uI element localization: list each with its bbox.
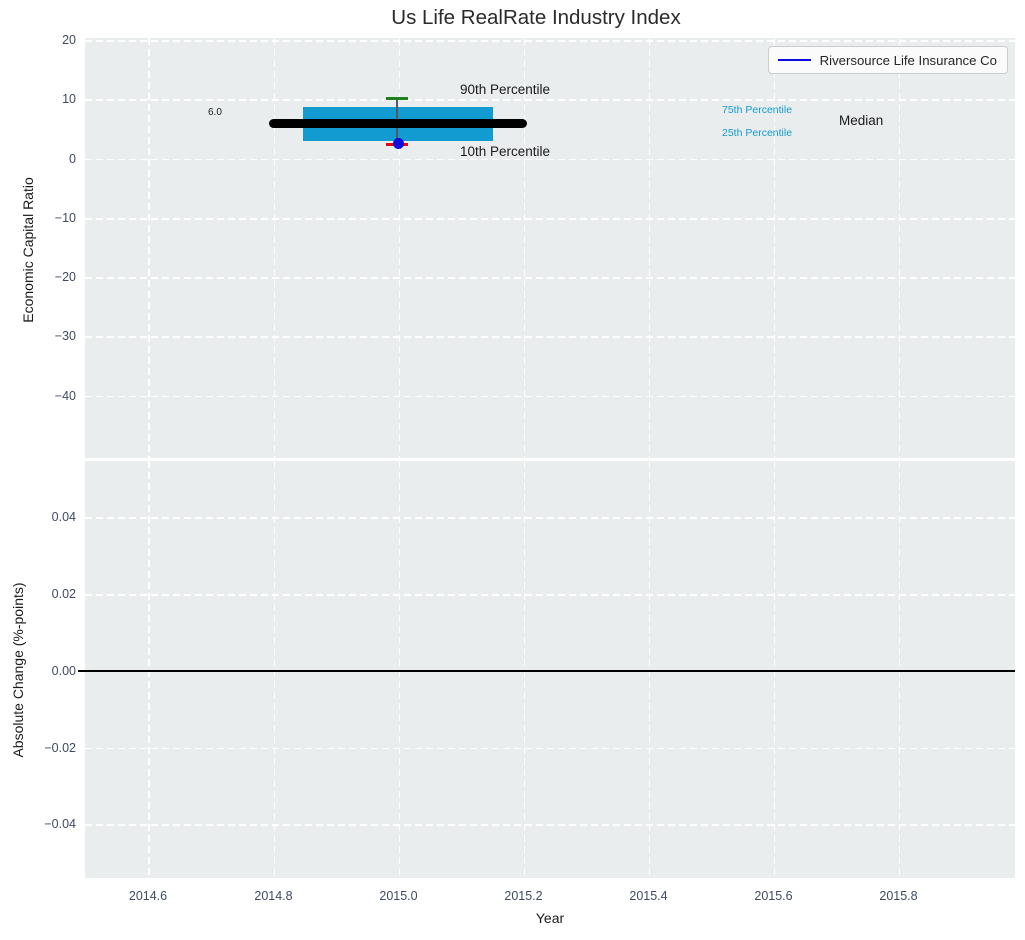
gridline-h — [85, 277, 1015, 279]
top-plot-area: 6.0 90th Percentile 10th Percentile 75th… — [85, 38, 1015, 458]
ytick: −30 — [54, 329, 76, 343]
median-value-label: 6.0 — [208, 107, 222, 118]
ytick: 10 — [62, 92, 76, 106]
legend-label: Riversource Life Insurance Co — [819, 52, 997, 68]
ytick: 0 — [69, 151, 76, 166]
gridline-v — [773, 38, 776, 458]
gridline-h — [85, 336, 1015, 338]
ytick: −20 — [54, 270, 76, 284]
gridline-h — [85, 517, 1015, 519]
gridline-h — [85, 158, 1015, 161]
p90-cap — [386, 96, 408, 100]
gridline-h — [85, 824, 1015, 826]
gridline-v — [898, 38, 901, 458]
gridline-h — [85, 594, 1015, 596]
ytick: −10 — [54, 211, 76, 225]
top-y-axis-label: Economic Capital Ratio — [20, 177, 36, 323]
ytick: −0.02 — [44, 740, 76, 755]
gridline-v — [398, 38, 401, 458]
p25-annotation: 25th Percentile — [722, 127, 793, 139]
ytick: 0.02 — [51, 587, 76, 601]
gridline-h — [85, 99, 1015, 101]
gridline-h — [85, 395, 1015, 398]
gridline-h — [85, 747, 1015, 750]
x-axis-label: Year — [535, 910, 565, 926]
gridline-v — [148, 38, 150, 458]
xtick: 2014.8 — [254, 889, 293, 903]
chart-title: Us Life RealRate Industry Index — [391, 6, 681, 29]
legend: Riversource Life Insurance Co — [767, 46, 1008, 74]
p10-annotation: 10th Percentile — [460, 144, 551, 159]
company-data-point — [392, 137, 404, 149]
p90-annotation: 90th Percentile — [460, 82, 551, 97]
zero-change-line — [85, 669, 1015, 672]
median-line — [269, 119, 527, 128]
xtick: 2014.6 — [128, 889, 168, 903]
gridline-h — [85, 218, 1015, 220]
legend-line-sample-icon — [777, 58, 811, 62]
xtick: 2015.8 — [879, 889, 918, 903]
xtick: 2015.2 — [504, 889, 543, 903]
p75-annotation: 75th Percentile — [722, 104, 793, 116]
ytick: 0.04 — [51, 510, 76, 524]
gridline-v — [273, 38, 276, 458]
bottom-plot-area — [85, 461, 1015, 878]
ytick: 0.00 — [51, 663, 76, 678]
gridline-v — [523, 38, 526, 458]
xtick: 2015.4 — [629, 889, 668, 903]
xtick: 2015.0 — [379, 889, 418, 903]
ytick: −0.04 — [44, 817, 76, 831]
bottom-y-axis-label: Absolute Change (%-points) — [10, 582, 26, 758]
ytick: −40 — [54, 388, 76, 403]
median-annotation: Median — [839, 113, 884, 128]
gridline-h — [85, 40, 1015, 42]
zero-tick-mark — [78, 669, 85, 672]
ytick: 20 — [62, 33, 76, 47]
gridline-v — [648, 38, 651, 458]
xtick: 2015.6 — [754, 889, 793, 903]
